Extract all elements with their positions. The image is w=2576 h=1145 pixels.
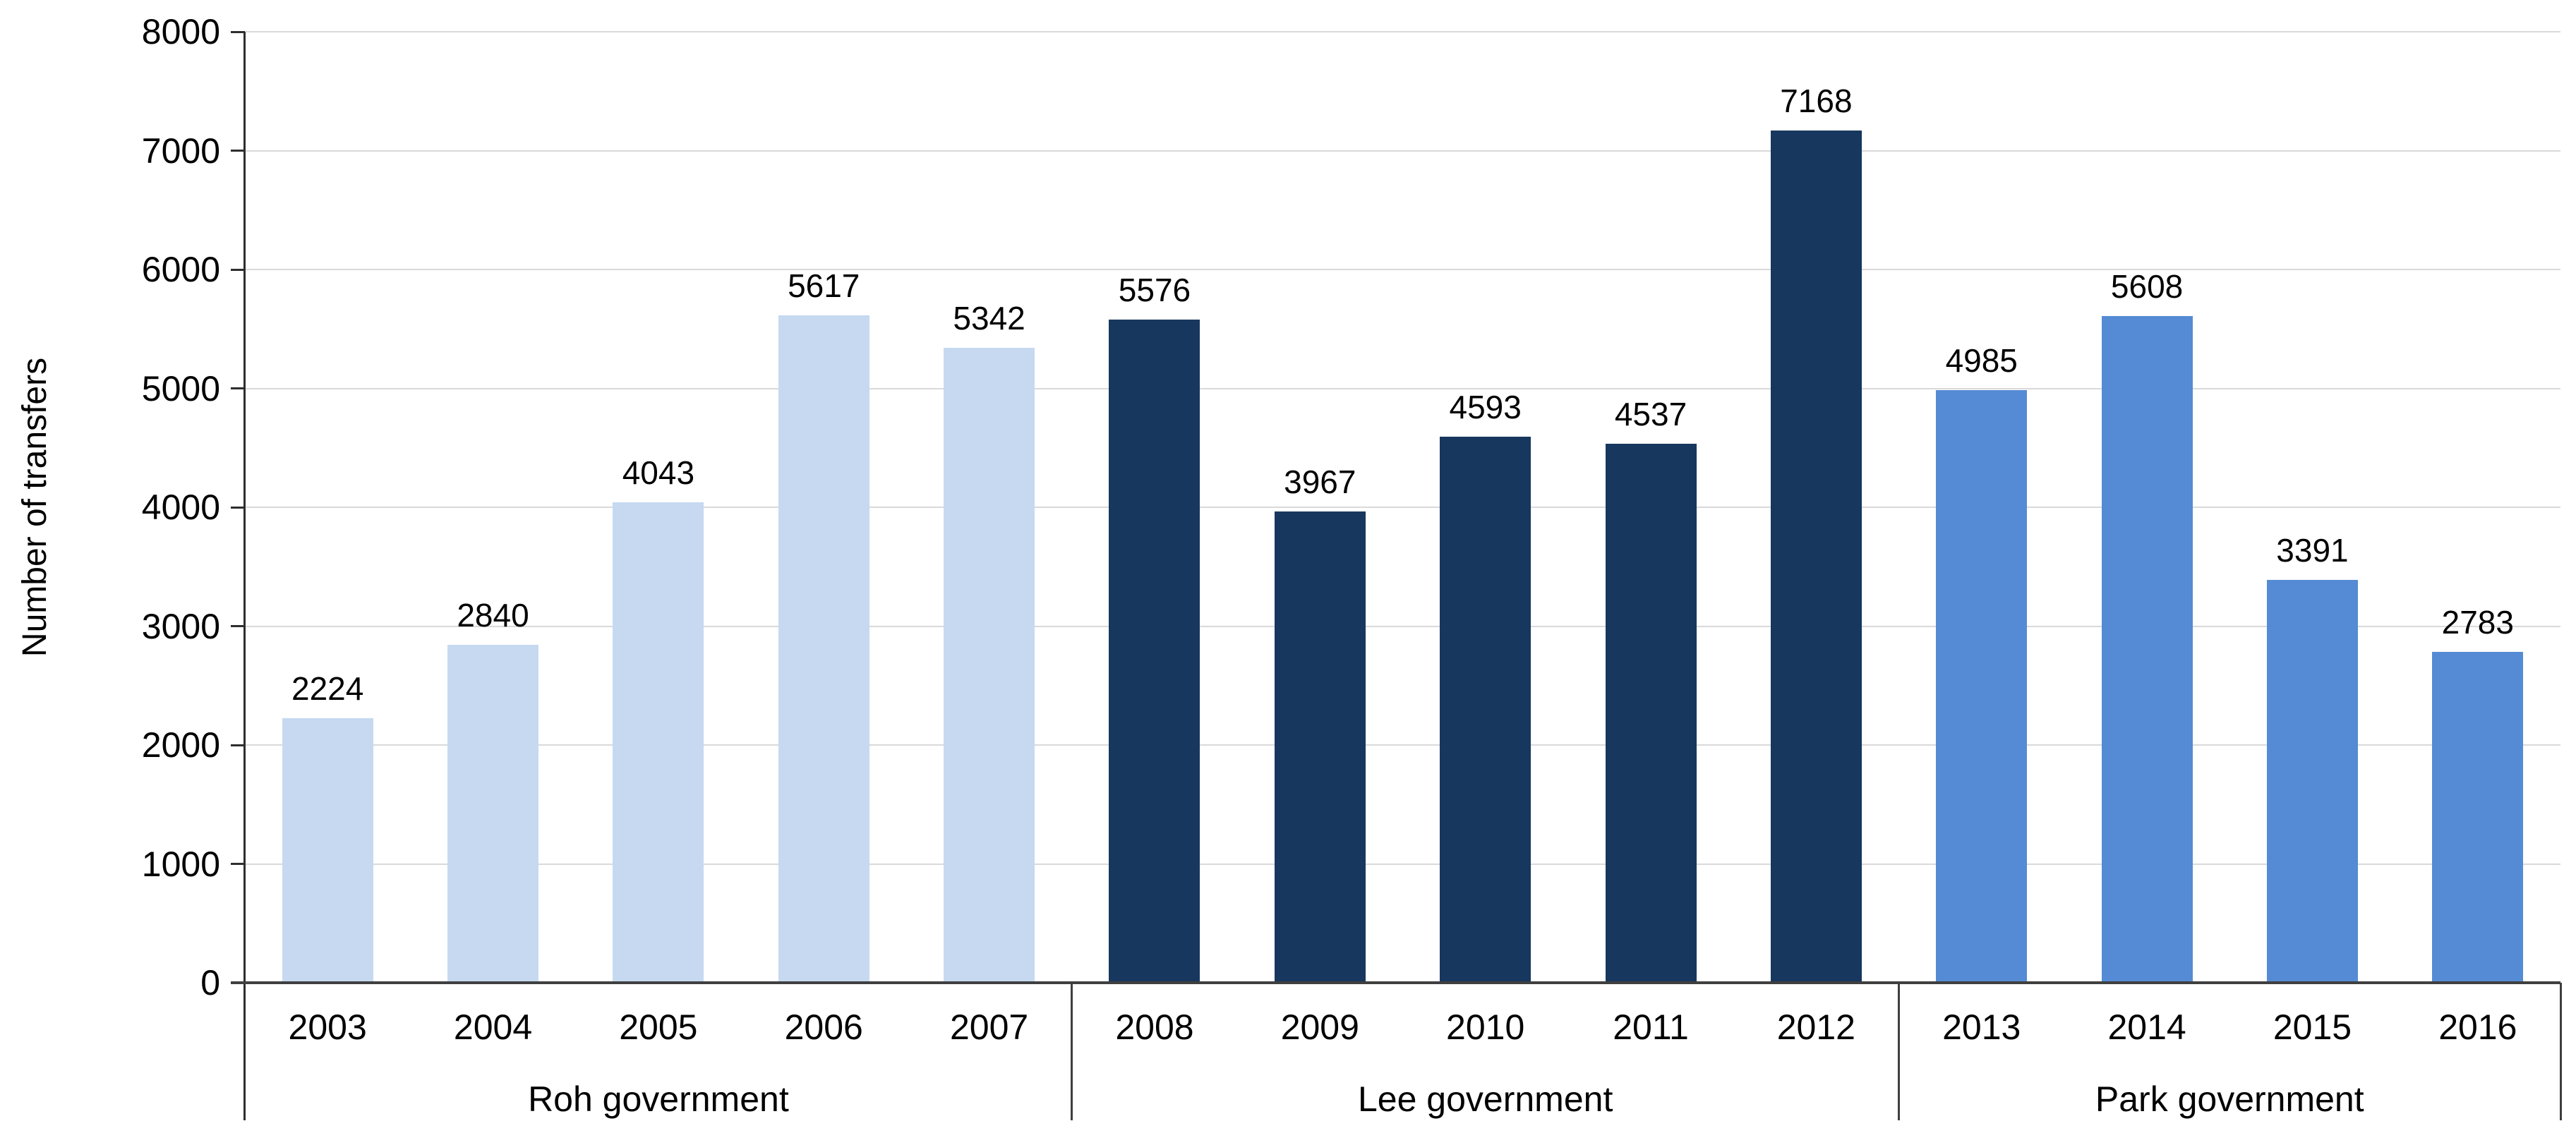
x-axis-label-2011: 2011 [1613, 1007, 1689, 1047]
bar-2015 [2266, 579, 2358, 983]
y-axis-tick-label: 4000 [141, 487, 220, 527]
group-label-1: Lee government [1357, 1079, 1613, 1119]
y-axis-tick-label: 8000 [141, 12, 220, 52]
gridline [246, 507, 2560, 508]
bar-2003 [282, 718, 373, 983]
bar-2004 [447, 645, 539, 983]
bar-value-label: 4985 [1945, 342, 2018, 380]
bar-value-label: 5608 [2110, 268, 2184, 305]
x-axis-label-2013: 2013 [1942, 1007, 2021, 1047]
x-axis-label-2014: 2014 [2107, 1007, 2186, 1047]
y-axis-tick [231, 863, 245, 865]
bar-value-label: 2840 [457, 597, 529, 634]
bar-value-label: 4537 [1614, 395, 1687, 432]
gridline [246, 744, 2560, 746]
bar-2008 [1109, 320, 1200, 983]
bar-value-label: 5342 [953, 299, 1025, 337]
x-axis-label-2012: 2012 [1776, 1007, 1855, 1047]
y-axis-tick-label: 0 [200, 963, 220, 1002]
bar-2006 [778, 315, 869, 983]
y-axis-tick [231, 625, 245, 627]
gridline [246, 863, 2560, 865]
gridline [246, 269, 2560, 270]
bar-2009 [1274, 511, 1366, 983]
bar-2007 [944, 347, 1035, 983]
y-axis-tick-label: 5000 [141, 368, 220, 408]
x-axis-label-2009: 2009 [1280, 1007, 1359, 1047]
y-axis-tick [231, 30, 245, 33]
x-axis-line [231, 981, 2560, 984]
bar-value-label: 4043 [622, 454, 695, 491]
bar-2014 [2101, 316, 2193, 983]
bar-value-label: 4593 [1449, 389, 1522, 426]
x-axis-label-2007: 2007 [949, 1007, 1029, 1047]
group-separator [1898, 983, 1901, 1120]
bar-2005 [613, 502, 704, 983]
x-axis-label-2005: 2005 [619, 1007, 698, 1047]
y-axis-tick-label: 7000 [141, 131, 220, 171]
group-label-2: Park government [2095, 1079, 2364, 1119]
group-separator [1071, 983, 1073, 1120]
gridline [246, 31, 2560, 32]
bar-value-label: 2783 [2441, 604, 2514, 641]
x-axis-label-2015: 2015 [2273, 1007, 2352, 1047]
group-label-0: Roh government [528, 1079, 789, 1119]
gridline [246, 150, 2560, 152]
x-axis-label-2003: 2003 [288, 1007, 367, 1047]
bar-2012 [1770, 131, 1862, 983]
gridline [246, 625, 2560, 627]
y-axis-tick [231, 387, 245, 389]
x-axis-label-2008: 2008 [1115, 1007, 1194, 1047]
y-axis-line [243, 32, 246, 1120]
bar-value-label: 5576 [1118, 272, 1191, 309]
y-axis-tick [231, 744, 245, 746]
bar-2016 [2432, 652, 2524, 983]
y-axis-tick-label: 1000 [141, 844, 220, 884]
y-axis-tick [231, 506, 245, 509]
y-axis-tick-label: 3000 [141, 606, 220, 646]
bar-value-label: 3967 [1284, 463, 1356, 500]
x-axis-label-2010: 2010 [1446, 1007, 1525, 1047]
bar-2010 [1440, 437, 1531, 983]
y-axis-tick [231, 150, 245, 152]
group-separator [2559, 983, 2562, 1120]
gridline [246, 387, 2560, 389]
x-axis-label-2006: 2006 [784, 1007, 863, 1047]
x-axis-label-2016: 2016 [2438, 1007, 2517, 1047]
bar-value-label: 3391 [2276, 531, 2349, 569]
y-axis-tick-label: 2000 [141, 725, 220, 765]
y-axis-tick [231, 268, 245, 271]
bar-value-label: 5617 [788, 267, 860, 304]
bar-2013 [1936, 390, 2028, 983]
y-axis-tick-label: 6000 [141, 250, 220, 289]
bar-value-label: 7168 [1780, 83, 1853, 120]
bar-2011 [1605, 443, 1697, 983]
bar-value-label: 2224 [291, 670, 364, 708]
x-axis-label-2004: 2004 [453, 1007, 533, 1047]
